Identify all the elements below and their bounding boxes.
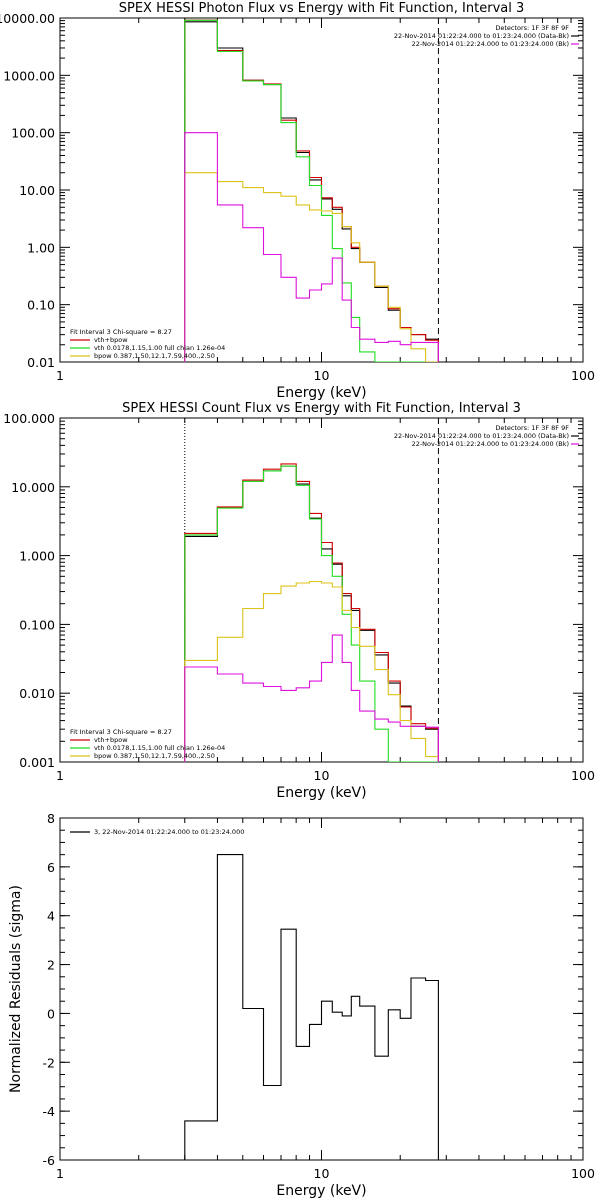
chart-title: SPEX HESSI Count Flux vs Energy with Fit… xyxy=(122,401,521,416)
header-text: Detectors: 1F 3F 8F 9F xyxy=(495,424,569,432)
series-line-bpow xyxy=(184,580,439,762)
y-tick-label: 1000.00 xyxy=(3,68,55,83)
chart-title: SPEX HESSI Photon Flux vs Energy with Fi… xyxy=(119,1,525,16)
y-tick-label: 4 xyxy=(47,909,55,924)
series-line-residuals xyxy=(184,854,439,1160)
series-group xyxy=(184,854,439,1160)
y-tick-label: -2 xyxy=(43,1055,55,1070)
header-text: 22-Nov-2014 01:22:24.000 to 01:23:24.000… xyxy=(394,432,569,440)
y-tick-label: 10000.00 xyxy=(0,11,55,26)
y-tick-label: 0.001 xyxy=(19,755,55,770)
series-group xyxy=(184,463,439,762)
header-text: 22-Nov-2014 01:22:24.000 to 01:23:24.000… xyxy=(412,440,569,448)
legend-entry: vth 0.0178,1.15,1.00 full chian 1.26e-04 xyxy=(94,344,225,352)
legend-entry: bpow 0.387,1.50,12.1,7.59,400.,2.50 xyxy=(94,352,215,360)
series-line-vth-bpow xyxy=(184,19,439,362)
y-tick-label: 100.000 xyxy=(3,411,55,426)
series-group xyxy=(184,19,439,362)
x-axis-label: Energy (keV) xyxy=(276,1183,366,1199)
legend-title: Fit Interval 3 Chi-square = 8.27 xyxy=(70,328,172,336)
header-text: Detectors: 1F 3F 8F 9F xyxy=(495,24,569,32)
y-tick-label: 1.000 xyxy=(19,549,55,564)
x-tick-label: 10 xyxy=(314,1166,330,1181)
x-tick-label: 1 xyxy=(56,1166,64,1181)
y-tick-label: 0 xyxy=(47,1006,55,1021)
x-axis-label: Energy (keV) xyxy=(276,785,366,801)
x-tick-label: 1 xyxy=(56,368,64,383)
x-axis-label: Energy (keV) xyxy=(276,385,366,401)
legend-entry: 3, 22-Nov-2014 01:22:24.000 to 01:23:24.… xyxy=(94,828,244,836)
legend-entry: vth+bpow xyxy=(94,736,128,744)
series-line-vth xyxy=(184,465,439,762)
header-text: 22-Nov-2014 01:22:24.000 to 01:23:24.000… xyxy=(394,32,569,40)
plot-frame xyxy=(59,417,584,763)
y-tick-label: -4 xyxy=(43,1104,56,1119)
legend-entry: vth 0.0178,1.15,1.00 full chian 1.26e-04 xyxy=(94,744,225,752)
x-tick-label: 100 xyxy=(571,768,595,783)
x-tick-label: 10 xyxy=(314,768,330,783)
y-tick-label: 10.00 xyxy=(19,183,55,198)
x-tick-label: 10 xyxy=(314,368,330,383)
y-tick-label: 2 xyxy=(47,958,55,973)
x-tick-label: 1 xyxy=(56,768,64,783)
y-tick-label: 10.000 xyxy=(11,480,55,495)
header-text: 22-Nov-2014 01:22:24.000 to 01:23:24.000… xyxy=(412,40,569,48)
series-line-vth-bpow xyxy=(184,463,439,762)
y-tick-label: 0.10 xyxy=(27,298,55,313)
x-tick-label: 100 xyxy=(571,1166,595,1181)
legend-title: Fit Interval 3 Chi-square = 8.27 xyxy=(70,728,172,736)
y-tick-label: 0.01 xyxy=(27,355,55,370)
x-tick-label: 100 xyxy=(571,368,595,383)
series-line-bk xyxy=(184,132,439,362)
y-axis-label: Normalized Residuals (sigma) xyxy=(8,885,24,1093)
y-tick-label: 0.010 xyxy=(19,686,55,701)
series-line-bpow xyxy=(184,172,439,362)
y-tick-label: 6 xyxy=(47,860,55,875)
y-tick-label: 0.100 xyxy=(19,617,55,632)
series-line-vth xyxy=(184,19,439,362)
series-line-bk xyxy=(184,634,439,762)
y-tick-label: 8 xyxy=(47,811,55,826)
y-tick-label: 1.00 xyxy=(27,240,55,255)
plot-frame xyxy=(59,817,584,1161)
legend-entry: vth+bpow xyxy=(94,336,128,344)
legend-entry: bpow 0.387,1.50,12.1,7.59,400.,2.50 xyxy=(94,752,215,760)
y-tick-label: 100.00 xyxy=(11,126,55,141)
y-tick-label: -6 xyxy=(43,1153,56,1168)
